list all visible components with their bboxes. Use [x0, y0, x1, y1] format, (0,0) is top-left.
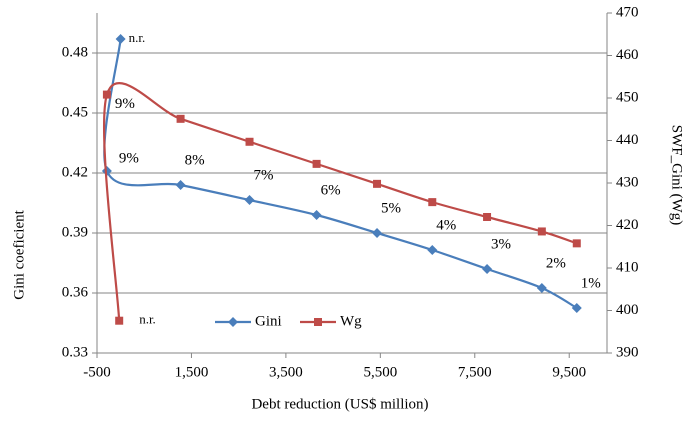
marker — [537, 227, 546, 236]
point-label: 6% — [321, 182, 341, 198]
point-label: 8% — [185, 152, 205, 168]
x-tick-label: 5,500 — [363, 364, 397, 380]
marker — [311, 210, 322, 220]
x-tick-label: 1,500 — [175, 364, 209, 380]
x-tick-label: 9,500 — [552, 364, 586, 380]
marker — [244, 195, 255, 205]
y2-tick-label: 460 — [616, 47, 639, 63]
point-label: 5% — [381, 200, 401, 216]
marker — [428, 198, 437, 207]
y2-tick-label: 390 — [616, 344, 639, 360]
y-tick-label: 0.39 — [62, 224, 88, 240]
y2-tick-label: 440 — [616, 132, 639, 148]
marker — [483, 213, 492, 221]
y2-tick-label: 430 — [616, 174, 639, 190]
marker — [228, 317, 238, 327]
y-tick-label: 0.48 — [62, 44, 88, 60]
marker — [373, 179, 382, 188]
y-tick-label: 0.42 — [62, 164, 88, 180]
marker — [245, 137, 254, 146]
marker — [102, 90, 111, 99]
point-label: 9% — [119, 150, 139, 166]
marker — [175, 180, 186, 190]
marker — [312, 159, 321, 168]
point-label: 3% — [491, 236, 511, 252]
point-label: n.r. — [129, 30, 146, 45]
marker — [314, 318, 322, 326]
y-tick-label: 0.33 — [62, 344, 88, 360]
point-label: 9% — [115, 96, 135, 112]
point-label: 2% — [546, 255, 566, 271]
y2-tick-label: 400 — [616, 302, 639, 318]
y-tick-label: 0.36 — [62, 284, 89, 300]
marker — [176, 114, 185, 123]
marker — [427, 245, 438, 255]
marker — [101, 166, 112, 176]
point-label: 1% — [581, 275, 601, 291]
y2-axis-title: SWF_Gini (Wg) — [669, 125, 685, 225]
series-line — [102, 82, 578, 321]
legend-label: Wg — [340, 313, 362, 329]
marker — [115, 316, 124, 325]
x-tick-label: -500 — [83, 364, 111, 380]
y-axis-title: Gini coeficient — [11, 209, 27, 299]
x-axis-title: Debt reduction (US$ million) — [251, 396, 428, 412]
point-label: 7% — [254, 167, 274, 183]
point-label: 4% — [436, 217, 456, 233]
y2-tick-label: 420 — [616, 217, 639, 233]
point-label: n.r. — [139, 312, 156, 327]
marker — [372, 228, 383, 238]
x-tick-label: 7,500 — [458, 364, 492, 380]
marker — [536, 283, 547, 293]
y2-tick-label: 470 — [616, 4, 639, 20]
marker — [115, 34, 126, 44]
legend-label: Gini — [255, 313, 282, 329]
y2-tick-label: 450 — [616, 89, 639, 105]
x-tick-label: 3,500 — [269, 364, 303, 380]
marker — [571, 303, 582, 313]
marker — [572, 239, 581, 248]
marker — [482, 264, 493, 274]
y2-tick-label: 410 — [616, 259, 639, 275]
y-tick-label: 0.45 — [62, 104, 88, 120]
